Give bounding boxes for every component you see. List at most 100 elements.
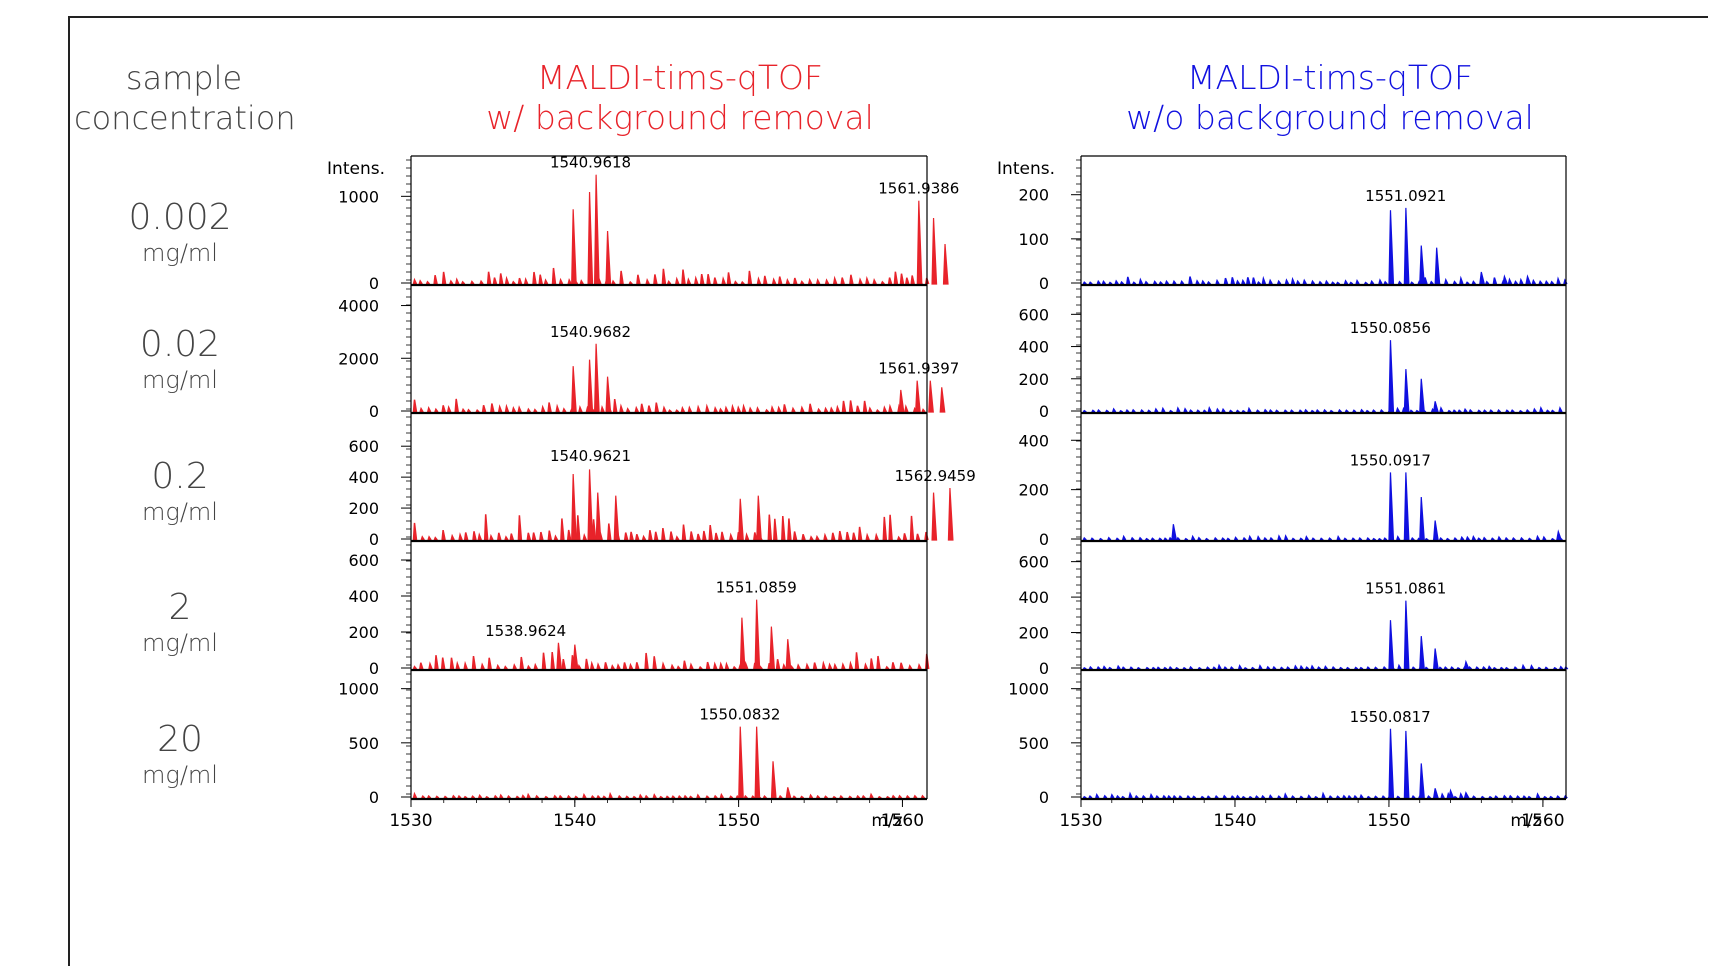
peak-0-2-6 bbox=[931, 492, 938, 541]
peak-1-0-4 bbox=[1479, 271, 1486, 285]
peak-0-3-4 bbox=[769, 626, 776, 670]
noise-trace-1-2 bbox=[1082, 533, 1563, 541]
x-tick-label-1-1: 1540 bbox=[1213, 811, 1256, 831]
y-tick-label-0-2-2: 400 bbox=[348, 468, 379, 487]
y-tick-label-1-4-0: 0 bbox=[1039, 788, 1049, 807]
noise-trace-0-3 bbox=[412, 652, 930, 670]
y-tick-label-1-3-3: 600 bbox=[1018, 553, 1049, 572]
y-tick-label-0-4-2: 1000 bbox=[338, 680, 379, 699]
y-tick-label-0-3-0: 0 bbox=[369, 659, 379, 678]
x-tick-label-0-3: 1560 bbox=[881, 811, 924, 831]
peak-0-2-4 bbox=[738, 498, 744, 541]
y-axis-label-1: Intens. bbox=[997, 159, 1055, 179]
peak-label-0-0-0: 1540.9618 bbox=[550, 154, 631, 172]
peak-label-1-0-0: 1551.0921 bbox=[1365, 187, 1446, 205]
peak-0-4-2 bbox=[770, 761, 777, 799]
y-tick-label-1-0-1: 100 bbox=[1018, 230, 1049, 249]
y-tick-label-1-2-1: 200 bbox=[1018, 481, 1049, 500]
y-tick-label-1-0-0: 0 bbox=[1039, 274, 1049, 293]
y-tick-label-0-4-1: 500 bbox=[348, 734, 379, 753]
figure-frame bbox=[68, 16, 1708, 966]
x-axis-label-1: m/z bbox=[1510, 811, 1541, 831]
y-tick-label-0-2-0: 0 bbox=[369, 530, 379, 549]
right-chart-title: MALDI-tims-qTOF w/o background removal bbox=[1126, 58, 1534, 137]
x-tick-label-1-2: 1550 bbox=[1367, 811, 1410, 831]
row-header: sample concentration bbox=[74, 59, 296, 137]
peak-0-1-4 bbox=[898, 389, 905, 413]
peak-1-3-2 bbox=[1419, 636, 1425, 670]
y-tick-label-0-1-2: 4000 bbox=[338, 297, 379, 316]
spectrum-panel-1-4 bbox=[1082, 728, 1568, 799]
peak-1-0-2 bbox=[1419, 245, 1425, 285]
peak-1-4-4 bbox=[1448, 788, 1455, 799]
y-tick-label-1-1-2: 400 bbox=[1018, 338, 1049, 357]
y-tick-label-1-1-1: 200 bbox=[1018, 370, 1049, 389]
peak-0-4-3 bbox=[785, 787, 792, 799]
noise-trace-0-4 bbox=[412, 791, 926, 799]
spectrum-panel-0-1 bbox=[412, 343, 946, 413]
peak-0-0-5 bbox=[931, 217, 938, 285]
peak-1-0-1 bbox=[1403, 207, 1410, 285]
y-tick-label-0-3-2: 400 bbox=[348, 587, 379, 606]
y-axis-label-0: Intens. bbox=[327, 159, 385, 179]
peak-0-0-2 bbox=[593, 174, 600, 285]
noise-trace-0-0 bbox=[412, 267, 930, 285]
peak-1-3-0 bbox=[1388, 620, 1395, 670]
concentration-label-1: 0.02 mg/ml bbox=[139, 324, 221, 395]
y-tick-label-1-1-3: 600 bbox=[1018, 305, 1049, 324]
peak-0-1-7 bbox=[939, 387, 946, 413]
peak-1-4-3 bbox=[1432, 788, 1439, 799]
x-tick-label-1-3: 1560 bbox=[1521, 811, 1564, 831]
peak-1-4-2 bbox=[1419, 763, 1425, 799]
y-tick-label-0-2-3: 600 bbox=[348, 437, 379, 456]
x-tick-label-0-0: 1530 bbox=[389, 811, 432, 831]
y-tick-label-0-2-1: 200 bbox=[348, 499, 379, 518]
peak-0-3-5 bbox=[785, 639, 792, 670]
peak-1-0-6 bbox=[1525, 274, 1532, 285]
noise-trace-1-4 bbox=[1082, 791, 1568, 799]
peak-0-2-7 bbox=[947, 487, 954, 541]
peak-0-0-3 bbox=[605, 230, 612, 285]
noise-trace-1-3 bbox=[1082, 663, 1569, 670]
peak-1-4-5 bbox=[1463, 791, 1470, 799]
spectrum-panel-0-2 bbox=[412, 469, 954, 541]
y-tick-label-0-3-3: 600 bbox=[348, 551, 379, 570]
noise-trace-0-2 bbox=[412, 514, 929, 541]
peak-label-0-1-0: 1540.9682 bbox=[550, 323, 631, 341]
y-tick-label-1-2-2: 400 bbox=[1018, 431, 1049, 450]
peak-1-1-1 bbox=[1403, 369, 1410, 413]
peak-0-3-3 bbox=[754, 599, 761, 670]
y-tick-label-1-1-0: 0 bbox=[1039, 402, 1049, 421]
peak-1-0-0 bbox=[1388, 210, 1395, 285]
peak-0-0-6 bbox=[942, 243, 949, 285]
peak-0-0-0 bbox=[571, 209, 577, 285]
x-tick-label-0-1: 1540 bbox=[553, 811, 596, 831]
peak-0-2-0 bbox=[571, 473, 577, 541]
concentration-label-0: 0.002 mg/ml bbox=[128, 197, 232, 268]
concentration-label-3: 2 mg/ml bbox=[142, 587, 218, 658]
peak-0-1-2 bbox=[593, 343, 600, 413]
y-tick-label-1-3-0: 0 bbox=[1039, 659, 1049, 678]
peak-1-3-4 bbox=[1463, 659, 1470, 670]
peak-label-1-3-0: 1551.0861 bbox=[1365, 580, 1446, 598]
spectrum-panel-0-0 bbox=[412, 174, 949, 285]
peak-1-2-3 bbox=[1419, 496, 1425, 541]
y-tick-label-1-4-2: 1000 bbox=[1008, 680, 1049, 699]
spectrum-panel-1-1 bbox=[1082, 340, 1563, 413]
y-tick-label-1-4-1: 500 bbox=[1018, 734, 1049, 753]
noise-trace-1-0 bbox=[1082, 275, 1568, 285]
y-tick-label-0-4-0: 0 bbox=[369, 788, 379, 807]
peak-1-4-0 bbox=[1388, 728, 1395, 799]
y-tick-label-1-3-1: 200 bbox=[1018, 624, 1049, 643]
peak-0-0-1 bbox=[587, 191, 594, 285]
peak-1-1-3 bbox=[1432, 401, 1439, 413]
peak-0-0-4 bbox=[916, 200, 923, 285]
y-tick-label-0-3-1: 200 bbox=[348, 623, 379, 642]
spectrum-panel-1-2 bbox=[1082, 472, 1563, 541]
peak-1-2-0 bbox=[1171, 524, 1178, 541]
peak-0-2-5 bbox=[756, 495, 762, 541]
peak-0-1-3 bbox=[605, 376, 612, 413]
peak-0-4-0 bbox=[738, 726, 744, 799]
x-tick-label-1-0: 1530 bbox=[1059, 811, 1102, 831]
